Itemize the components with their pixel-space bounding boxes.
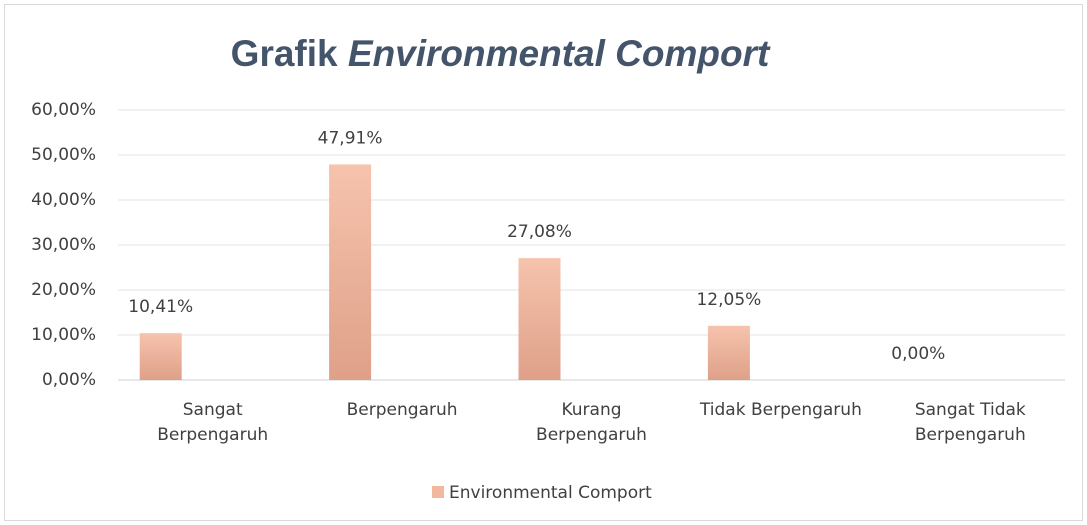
- bar: [139, 333, 182, 380]
- value-label: 47,91%: [318, 128, 383, 148]
- x-tick-label: Berpengaruh: [346, 400, 458, 420]
- legend-label: Environmental Comport: [449, 483, 652, 503]
- y-tick-label: 60,00%: [31, 100, 96, 120]
- x-tick-label: Kurang Berpengaruh: [536, 400, 647, 445]
- y-tick-label: 30,00%: [31, 235, 96, 255]
- value-label: 10,41%: [128, 297, 193, 317]
- legend-swatch: [432, 486, 444, 498]
- bar: [707, 325, 750, 380]
- title-part: Environmental Comport: [348, 33, 771, 74]
- value-label: 0,00%: [891, 344, 945, 364]
- y-tick-label: 40,00%: [31, 190, 96, 210]
- value-label: 12,05%: [696, 290, 761, 310]
- y-tick-label: 50,00%: [31, 145, 96, 165]
- x-tick-label: Sangat Berpengaruh: [157, 400, 269, 445]
- title-part: Grafik: [231, 33, 338, 74]
- x-tick-label: Sangat Tidak Berpengaruh: [914, 400, 1026, 445]
- y-tick-label: 0,00%: [42, 370, 96, 390]
- bar: [518, 258, 561, 380]
- chart-title: Grafik Environmental Comport: [231, 33, 771, 74]
- value-label: 27,08%: [507, 222, 572, 242]
- x-tick-label: Tidak Berpengaruh: [699, 400, 862, 420]
- y-tick-label: 10,00%: [31, 325, 96, 345]
- y-tick-label: 20,00%: [31, 280, 96, 300]
- bar: [329, 164, 372, 380]
